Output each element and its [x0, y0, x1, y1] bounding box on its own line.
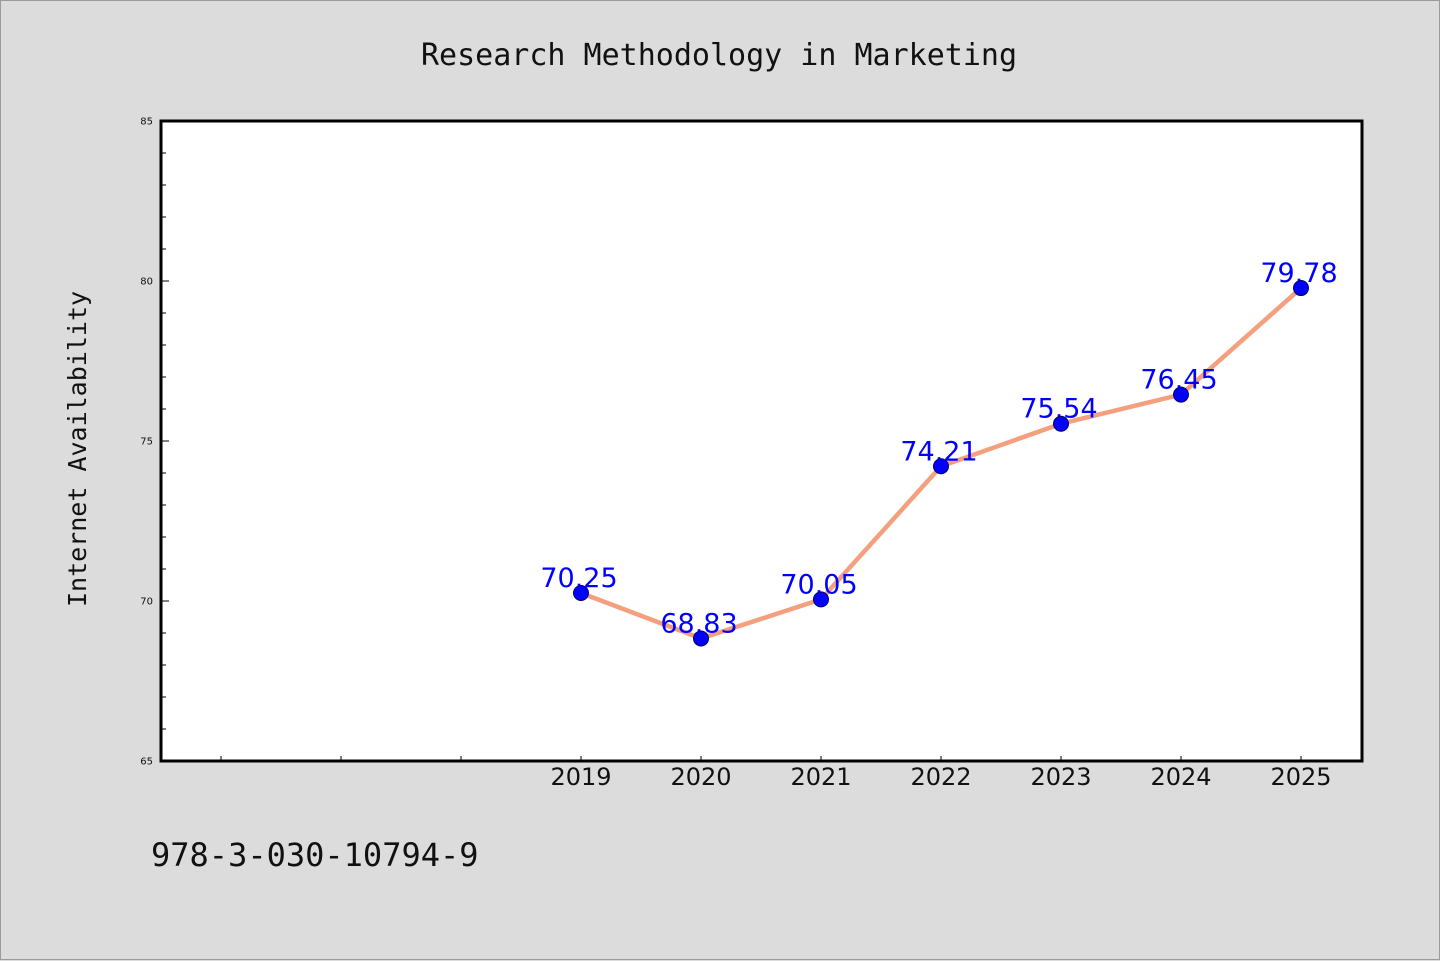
plot-area	[159, 119, 1364, 763]
x-tick-label: 2023	[1030, 763, 1091, 791]
x-axis-ticks: 2019 2020 2021 2022 2023 2024 2025	[220, 756, 1332, 791]
y-tick-label: 85	[140, 117, 153, 128]
data-point-marker	[933, 458, 949, 475]
data-point-marker	[813, 591, 829, 608]
x-tick-label: 2019	[550, 763, 611, 791]
y-tick-label: 75	[140, 437, 153, 448]
y-tick-label: 80	[140, 277, 153, 288]
data-point-marker	[693, 630, 709, 647]
y-tick-label: 70	[140, 597, 153, 608]
x-tick-label: 2024	[1150, 763, 1211, 791]
data-point-marker	[573, 585, 589, 601]
y-tick-label: 65	[140, 757, 153, 768]
data-point-marker	[1053, 415, 1069, 432]
data-point-marker	[1173, 386, 1189, 403]
x-tick-label: 2022	[910, 763, 971, 791]
chart-title: Research Methodology in Marketing	[421, 38, 1017, 73]
x-tick-label: 2021	[790, 763, 851, 791]
y-axis-ticks: 65 70 75 80 85	[140, 117, 169, 768]
isbn-footer: 978-3-030-10794-9	[151, 836, 479, 874]
data-point-marker	[1293, 280, 1309, 297]
y-axis-label: Internet Availability	[63, 291, 92, 607]
x-tick-label: 2020	[670, 763, 731, 791]
x-tick-label: 2025	[1270, 763, 1331, 791]
